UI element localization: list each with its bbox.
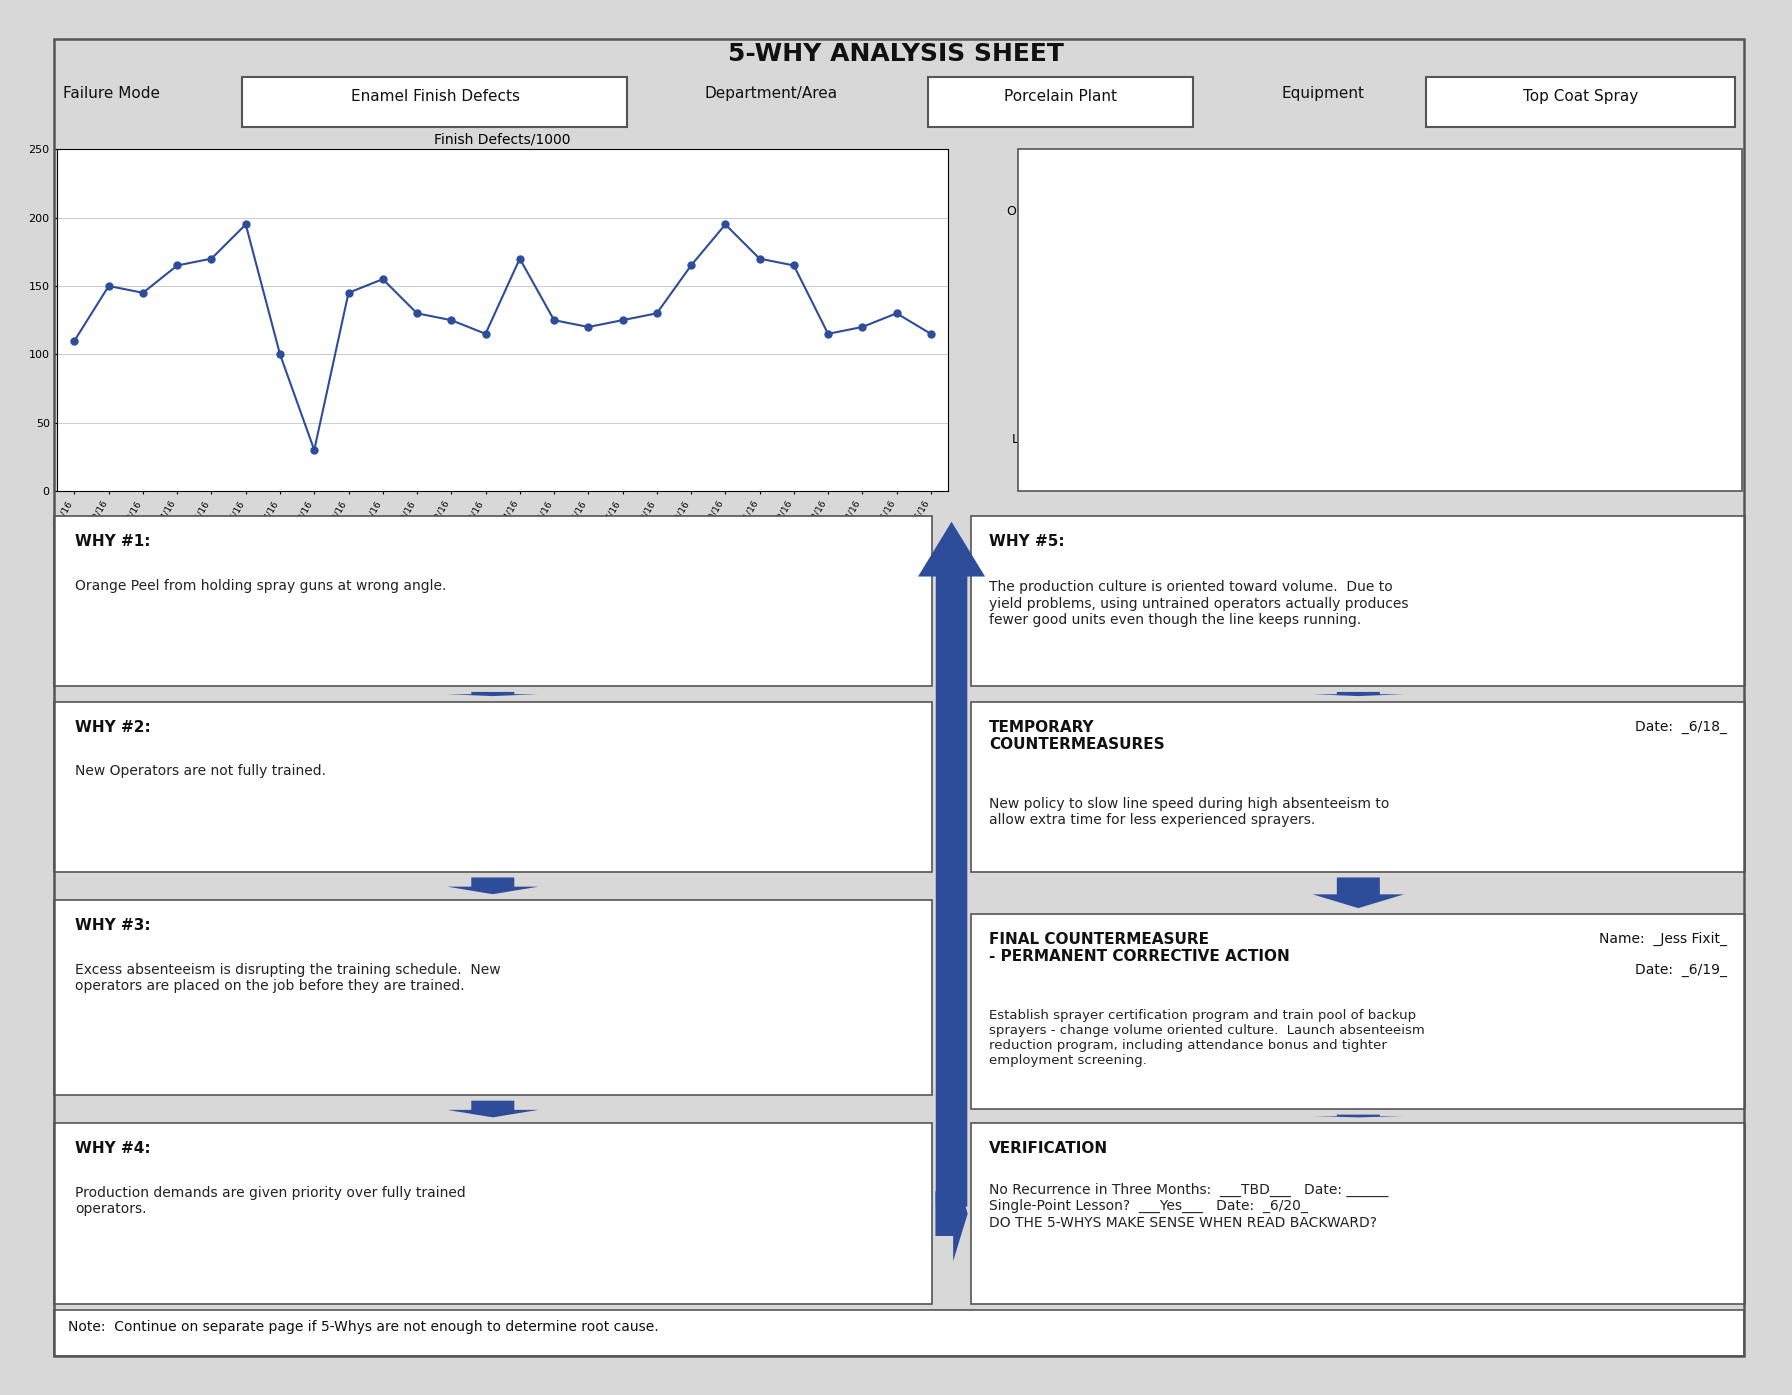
Text: Porcelain Plant: Porcelain Plant [1004,89,1118,105]
Text: TEMPORARY
COUNTERMEASURES: TEMPORARY COUNTERMEASURES [989,720,1165,752]
Text: Production demands are given priority over fully trained
operators.: Production demands are given priority ov… [75,1186,466,1216]
Text: Date:  _6/19_: Date: _6/19_ [1636,963,1727,976]
Text: Equipment: Equipment [1281,86,1364,102]
Title: Finish Defects/1000: Finish Defects/1000 [434,133,572,146]
Bar [1093,266,1482,304]
Text: Enamel Finish Defects: Enamel Finish Defects [351,89,520,105]
Text: WHY #2:: WHY #2: [75,720,151,735]
Text: WHY #1:: WHY #1: [75,534,151,550]
Text: WHY #5:: WHY #5: [989,534,1064,550]
Text: Name:  _Jess Fixit_: Name: _Jess Fixit_ [1600,932,1727,946]
Text: Failure Mode: Failure Mode [63,86,159,102]
Text: New policy to slow line speed during high absenteeism to
allow extra time for le: New policy to slow line speed during hig… [989,797,1389,827]
Text: WHY #3:: WHY #3: [75,918,151,933]
Text: New Operators are not fully trained.: New Operators are not fully trained. [75,764,326,778]
Bar [1093,191,1618,229]
Text: Department/Area: Department/Area [704,86,837,102]
Text: VERIFICATION: VERIFICATION [989,1141,1107,1156]
Bar [1093,343,1403,381]
Text: FINAL COUNTERMEASURE
- PERMANENT CORRECTIVE ACTION: FINAL COUNTERMEASURE - PERMANENT CORRECT… [989,932,1290,964]
Text: Top Coat Spray: Top Coat Spray [1523,89,1638,105]
Text: No Recurrence in Three Months:  ___TBD___   Date: ______
Single-Point Lesson?  _: No Recurrence in Three Months: ___TBD___… [989,1183,1389,1229]
Text: Establish sprayer certification program and train pool of backup
sprayers - chan: Establish sprayer certification program … [989,1009,1425,1067]
Text: WHY #4:: WHY #4: [75,1141,151,1156]
Text: Orange Peel from holding spray guns at wrong angle.: Orange Peel from holding spray guns at w… [75,579,446,593]
Text: Date:  _6/18_: Date: _6/18_ [1636,720,1727,734]
Title: TOP CONTRIBUTORS PARETO: TOP CONTRIBUTORS PARETO [1288,158,1516,172]
Text: The production culture is oriented toward volume.  Due to
yield problems, using : The production culture is oriented towar… [989,580,1409,626]
Text: Note:  Continue on separate page if 5-Whys are not enough to determine root caus: Note: Continue on separate page if 5-Why… [68,1320,659,1334]
Bar [1093,418,1328,456]
Text: 5-WHY ANALYSIS SHEET: 5-WHY ANALYSIS SHEET [728,42,1064,66]
Text: Excess absenteeism is disrupting the training schedule.  New
operators are place: Excess absenteeism is disrupting the tra… [75,963,502,993]
